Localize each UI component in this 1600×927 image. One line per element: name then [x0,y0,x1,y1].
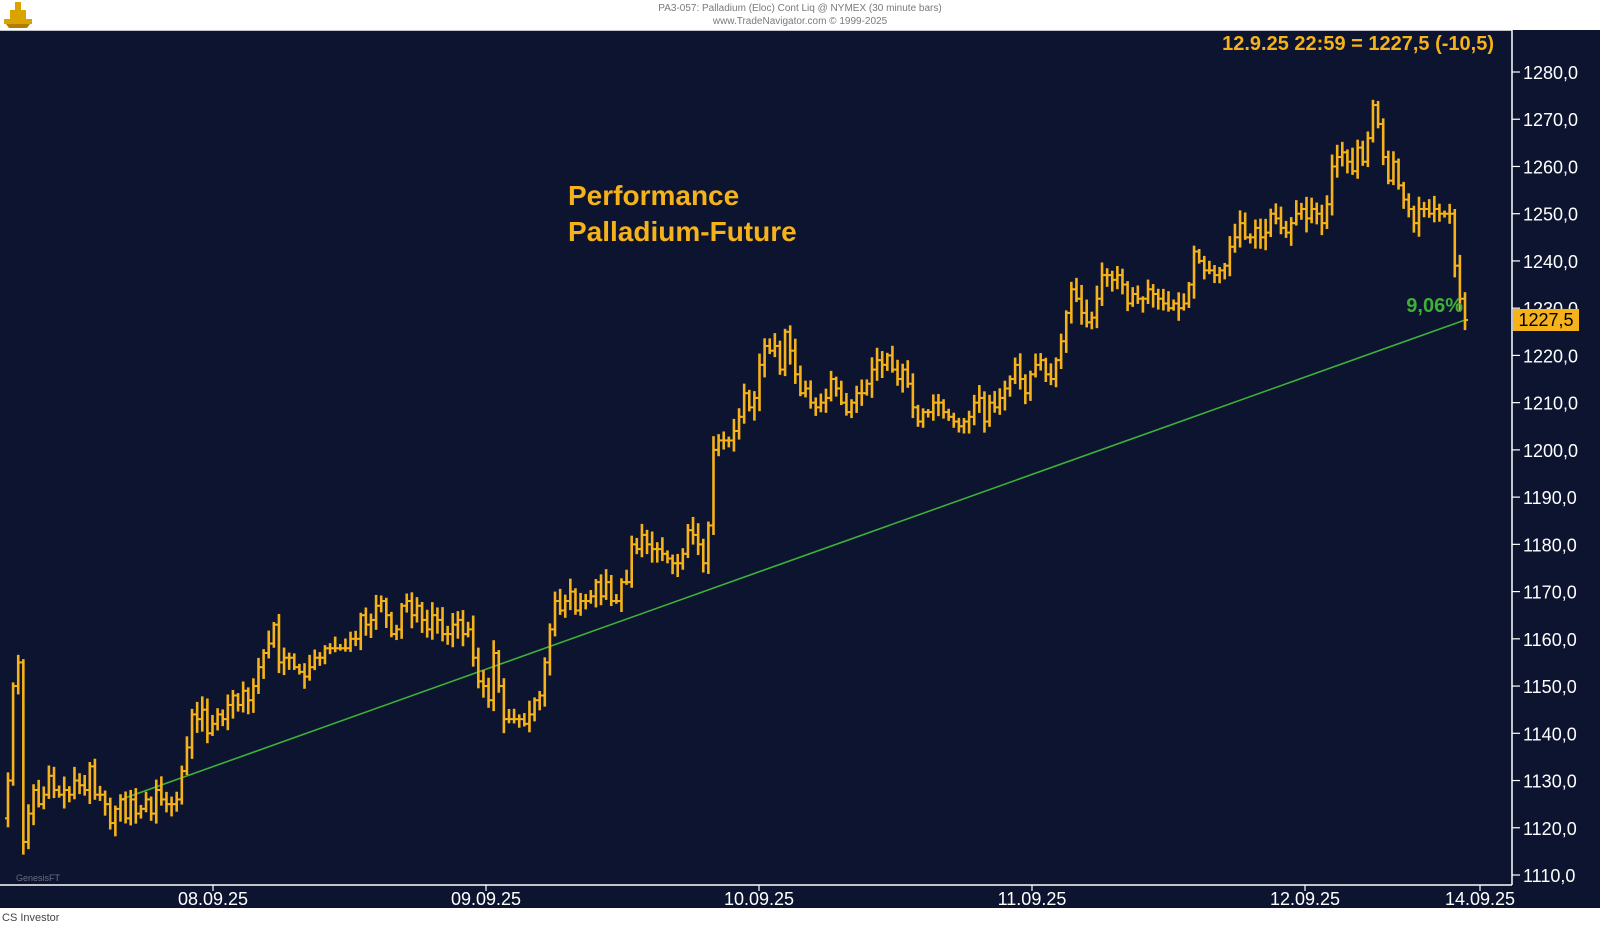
last-price-tag: 1227,5 [1513,308,1579,331]
x-tick-label: 12.09.25 [1270,889,1340,909]
x-tick-label: 11.09.25 [998,889,1067,909]
y-tick-label: 1200,0 [1523,441,1578,461]
y-tick-label: 1270,0 [1523,110,1578,130]
y-tick-label: 1130,0 [1523,772,1577,792]
logo-icon [4,2,32,28]
bottom-strip [0,908,1600,927]
quote-readout: 12.9.25 22:59 = 1227,5 (-10,5) [1222,33,1494,55]
y-tick-label: 1110,0 [1523,866,1575,886]
x-tick-label: 10.09.25 [724,889,794,909]
x-tick-label: 09.09.25 [451,889,521,909]
y-tick-label: 1160,0 [1523,630,1577,650]
header-copyright: www.TradeNavigator.com © 1999-2025 [712,16,888,27]
price-bar [1462,292,1468,331]
y-tick-label: 1250,0 [1523,205,1578,225]
top-strip [0,0,1600,30]
chart-title: Performance [568,180,739,211]
trend-line [120,319,1466,801]
header-title: PA3-057: Palladium (Eloc) Cont Liq @ NYM… [658,3,942,14]
price-bars [5,99,1468,855]
chart-subtitle: Palladium-Future [568,216,797,247]
y-tick-label: 1180,0 [1523,535,1577,555]
y-tick-label: 1150,0 [1523,677,1577,697]
trendline-group [120,319,1466,801]
y-tick-label: 1170,0 [1523,583,1577,603]
last-price-tag-text: 1227,5 [1518,310,1573,330]
watermark: GenesisFT [16,873,61,883]
last-price-tag-background [1513,308,1579,331]
y-tick-label: 1280,0 [1523,63,1578,83]
y-tick-label: 1220,0 [1523,346,1578,366]
footer-source: CS Investor [2,912,60,924]
y-axis: 1110,0 1120,0 1130,0 1140,0 1150,0 1160,0 1170… [1512,63,1578,886]
x-tick-label: 14.09.25 [1445,889,1515,909]
x-tick-label: 08.09.25 [178,889,248,909]
y-tick-label: 1260,0 [1523,157,1578,177]
trend-percent-label: 9,06% [1406,295,1463,317]
y-tick-label: 1210,0 [1523,394,1578,414]
y-tick-label: 1140,0 [1523,724,1577,744]
y-tick-label: 1240,0 [1523,252,1578,272]
x-axis: 08.09.25 09.09.25 10.09.25 11.09.25 12.09.25… [178,885,1515,909]
y-tick-label: 1190,0 [1523,488,1577,508]
y-tick-label: 1120,0 [1523,819,1577,839]
